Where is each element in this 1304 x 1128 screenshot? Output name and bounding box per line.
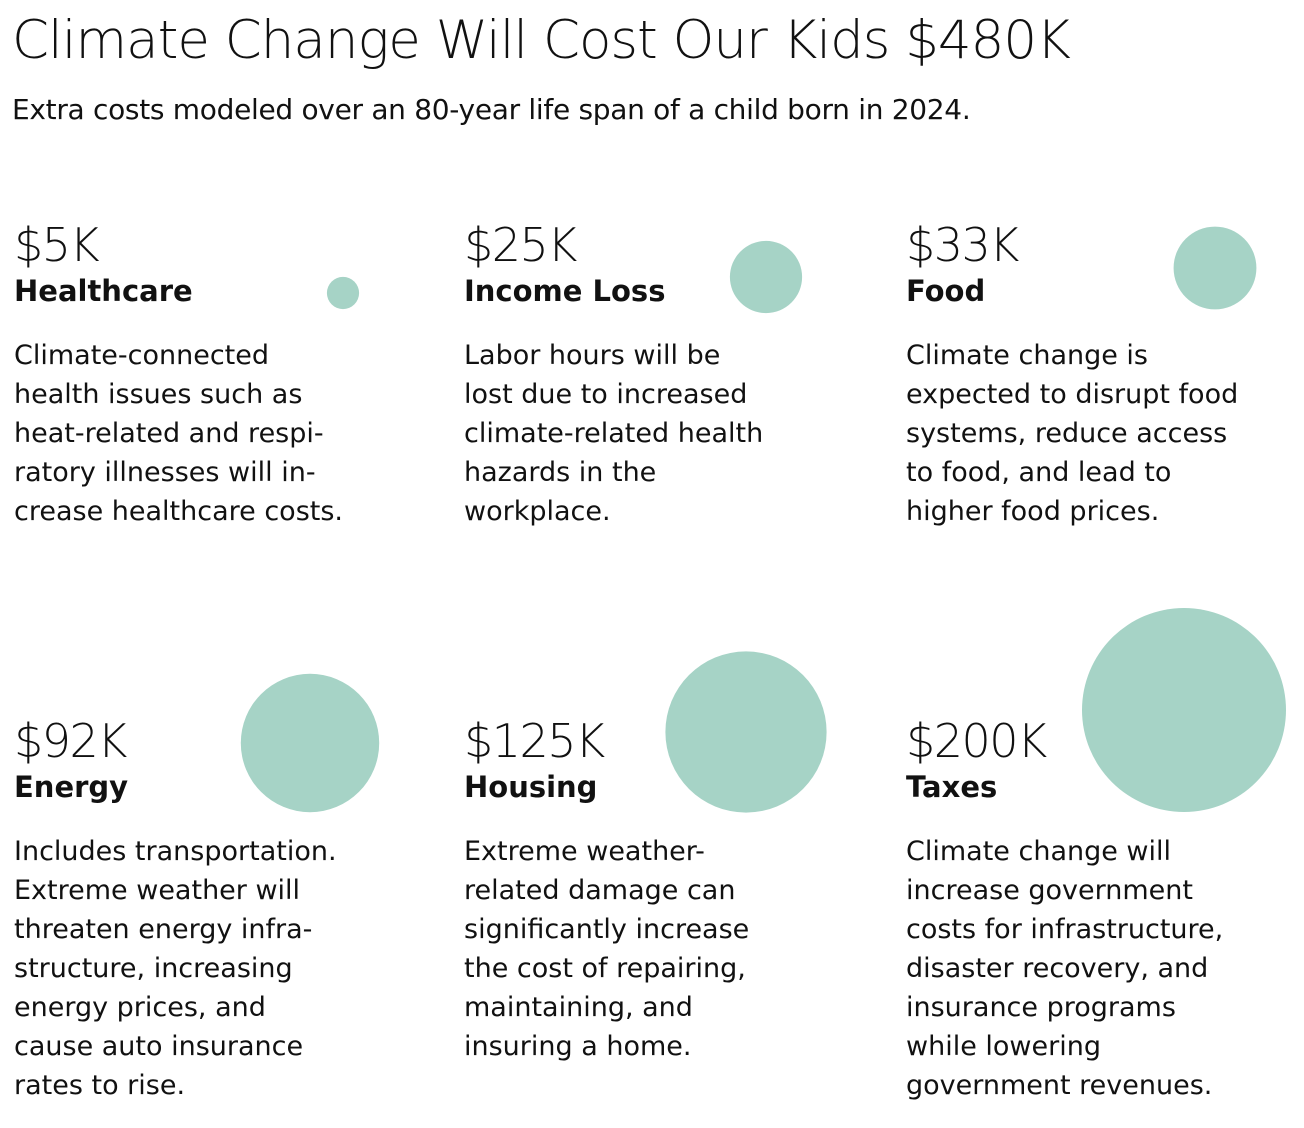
description-line: structure, increasing xyxy=(14,953,293,984)
description-line: costs for infrastructure, xyxy=(906,914,1224,945)
cost-amount: $33K xyxy=(906,218,1019,272)
description-line: heat-related and respi- xyxy=(14,418,324,449)
cost-amount: $125K xyxy=(464,714,605,768)
description-line: disaster recovery, and xyxy=(906,953,1209,984)
cost-amount: $92K xyxy=(14,714,127,768)
description-line: higher food prices. xyxy=(906,496,1160,527)
description-line: systems, reduce access xyxy=(906,418,1228,449)
cost-description: Labor hours will be lost due to increase… xyxy=(464,336,763,531)
description-line: insuring a home. xyxy=(464,1031,692,1062)
description-line: increase government xyxy=(906,875,1193,906)
description-line: lost due to increased xyxy=(464,379,748,410)
cost-description: Climate change is expected to disrupt fo… xyxy=(906,336,1238,531)
description-line: Includes transportation. xyxy=(14,836,337,867)
cost-description: Extreme weather- related damage can sign… xyxy=(464,832,749,1066)
cost-amount: $200K xyxy=(906,714,1047,768)
description-line: threaten energy infra- xyxy=(14,914,313,945)
cost-description: Climate change will increase government … xyxy=(906,832,1223,1105)
cost-description: Climate-connected health issues such as … xyxy=(14,336,343,531)
description-line: health issues such as xyxy=(14,379,303,410)
bubble-food xyxy=(1173,226,1257,310)
bubble-taxes xyxy=(1082,608,1286,812)
cost-amount: $5K xyxy=(14,218,100,272)
cost-category: Energy xyxy=(14,770,129,804)
description-line: Climate change will xyxy=(906,836,1172,867)
description-line: significantly increase xyxy=(464,914,750,945)
description-line: workplace. xyxy=(464,496,611,527)
description-line: Extreme weather will xyxy=(14,875,301,906)
description-line: Climate-connected xyxy=(14,340,270,371)
cost-category: Healthcare xyxy=(14,274,193,308)
description-line: Labor hours will be xyxy=(464,340,721,371)
bubble-housing xyxy=(665,651,827,813)
description-line: while lowering xyxy=(906,1031,1101,1062)
description-line: crease healthcare costs. xyxy=(14,496,343,527)
description-line: expected to disrupt food xyxy=(906,379,1239,410)
description-line: energy prices, and xyxy=(14,992,266,1023)
chart-subtitle: Extra costs modeled over an 80-year life… xyxy=(12,93,971,126)
description-line: rates to rise. xyxy=(14,1070,186,1101)
bubble-healthcare xyxy=(326,276,360,310)
description-line: insurance programs xyxy=(906,992,1176,1023)
description-line: maintaining, and xyxy=(464,992,693,1023)
description-line: Climate change is xyxy=(906,340,1148,371)
bubble-energy xyxy=(240,673,380,813)
description-line: government revenues. xyxy=(906,1070,1213,1101)
cost-amount: $25K xyxy=(464,218,577,272)
cost-category: Income Loss xyxy=(464,274,666,308)
cost-category: Taxes xyxy=(906,770,998,804)
description-line: related damage can xyxy=(464,875,736,906)
description-line: ratory illnesses will in- xyxy=(14,457,316,488)
description-line: to food, and lead to xyxy=(906,457,1172,488)
description-line: the cost of repairing, xyxy=(464,953,746,984)
bubble-income-loss xyxy=(729,240,803,314)
cost-category: Housing xyxy=(464,770,598,804)
description-line: Extreme weather- xyxy=(464,836,705,867)
description-line: cause auto insurance xyxy=(14,1031,304,1062)
chart-title: Climate Change Will Cost Our Kids $480K xyxy=(12,10,1071,71)
cost-description: Includes transportation. Extreme weather… xyxy=(14,832,337,1105)
cost-category: Food xyxy=(906,274,986,308)
description-line: hazards in the xyxy=(464,457,657,488)
description-line: climate-related health xyxy=(464,418,764,449)
